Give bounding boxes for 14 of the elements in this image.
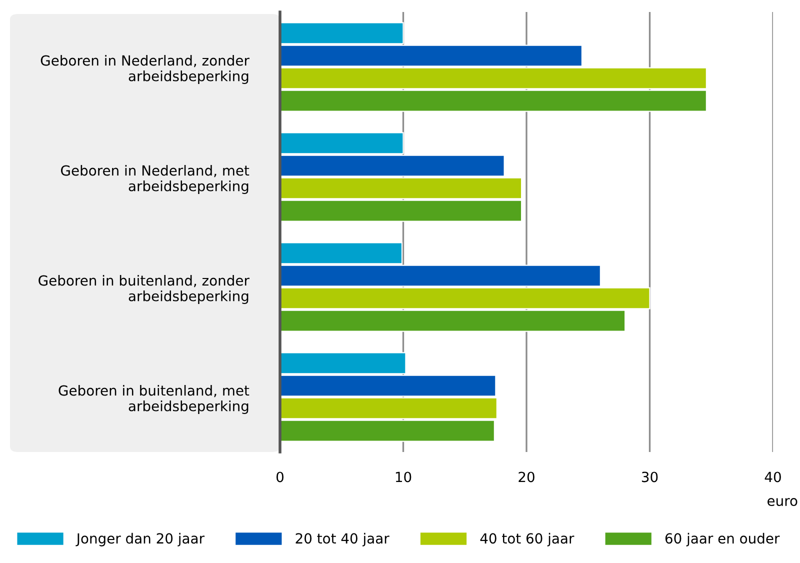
legend-label: Jonger dan 20 jaar — [76, 532, 204, 546]
y-tick-label: Geboren in Nederland, met arbeidsbeperking — [61, 165, 250, 194]
x-tick-label: 0 — [276, 472, 284, 482]
x-tick-label: 30 — [642, 472, 658, 482]
y-tick-label: Geboren in buitenland, met arbeidsbeperking — [58, 385, 250, 414]
legend-label: 40 tot 60 jaar — [480, 532, 574, 546]
y-tick-label: Geboren in Nederland, zonder arbeidsbeperking — [40, 55, 250, 84]
x-tick-label: 10 — [396, 472, 412, 482]
x-tick-label: 40 — [764, 472, 781, 482]
legend-label: 20 tot 40 jaar — [296, 532, 390, 546]
x-tick-label: 20 — [518, 472, 534, 482]
y-tick-label: Geboren in buitenland, zonder arbeidsbeperking — [38, 275, 250, 304]
legend-label: 60 jaar en ouder — [665, 532, 780, 546]
x-axis-title: euro — [768, 498, 798, 506]
